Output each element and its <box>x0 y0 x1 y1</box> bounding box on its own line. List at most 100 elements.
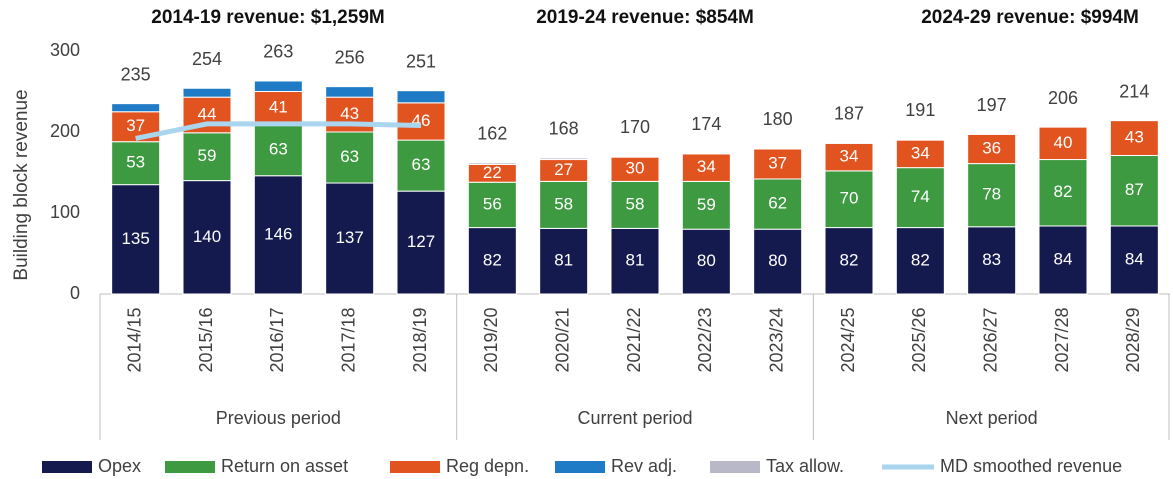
total-label: 168 <box>549 119 579 139</box>
total-label: 162 <box>477 124 507 144</box>
bar-segment <box>253 91 303 126</box>
y-tick-label: 200 <box>50 121 80 141</box>
bar-segment <box>681 153 731 182</box>
bar-segment <box>967 133 1017 165</box>
bar-segment <box>325 131 375 184</box>
bar-segment <box>467 162 517 165</box>
period-title: 2014-19 revenue: $1,259M <box>151 7 384 28</box>
bar-segment <box>182 132 232 182</box>
segment-label: 146 <box>264 224 292 243</box>
x-tick-label: 2026/27 <box>980 307 1000 372</box>
segment-label: 82 <box>1054 182 1073 201</box>
bar-segment <box>467 181 517 229</box>
segment-label: 44 <box>198 104 217 123</box>
bar-segment <box>396 90 446 104</box>
segment-label: 84 <box>1125 249 1144 268</box>
bar-segment <box>253 124 303 177</box>
bar-segment <box>895 139 945 169</box>
segment-label: 82 <box>483 250 502 269</box>
x-tick-label: 2024/25 <box>838 307 858 372</box>
bar-segment <box>895 167 945 229</box>
bar-segment <box>895 227 945 295</box>
segment-label: 63 <box>412 155 431 174</box>
segment-label: 53 <box>126 153 145 172</box>
bar-segment <box>753 147 803 150</box>
bar-segment <box>681 180 731 230</box>
bar-segment <box>396 139 446 192</box>
total-label: 187 <box>834 103 864 123</box>
x-tick-label: 2023/24 <box>766 307 786 372</box>
x-tick-label: 2017/18 <box>338 307 358 372</box>
bar-segment <box>753 178 803 230</box>
segment-label: 81 <box>554 251 573 270</box>
segment-label: 58 <box>554 194 573 213</box>
y-axis-label: Building block revenue <box>11 89 32 280</box>
group-label: Next period <box>946 408 1038 428</box>
segment-label: 30 <box>626 159 645 178</box>
segment-label: 80 <box>697 251 716 270</box>
legend-label: Tax allow. <box>766 456 844 476</box>
segment-label: 56 <box>483 194 502 213</box>
total-label: 254 <box>192 49 222 69</box>
x-tick-label: 2016/17 <box>267 307 287 372</box>
total-label: 235 <box>121 64 151 84</box>
segment-label: 36 <box>982 138 1001 157</box>
segment-label: 41 <box>269 98 288 117</box>
x-tick-label: 2020/21 <box>552 307 572 372</box>
bar-segment <box>610 156 660 182</box>
bar-segment <box>325 86 375 98</box>
legend-label: Rev adj. <box>611 456 677 476</box>
segment-label: 80 <box>768 251 787 270</box>
segment-label: 34 <box>697 157 716 176</box>
total-label: 197 <box>977 95 1007 115</box>
total-label: 263 <box>263 42 293 62</box>
legend-swatch <box>390 461 440 473</box>
segment-label: 78 <box>982 185 1001 204</box>
total-label: 191 <box>905 100 935 120</box>
segment-label: 22 <box>483 163 502 182</box>
segment-label: 70 <box>840 189 859 208</box>
bar-segment <box>967 163 1017 228</box>
y-tick-label: 300 <box>50 40 80 60</box>
legend-swatch <box>710 461 760 473</box>
segment-label: 62 <box>768 194 787 213</box>
x-tick-label: 2014/15 <box>124 307 144 372</box>
bar-segment <box>182 180 232 295</box>
bar-segment <box>111 141 161 186</box>
bar-segment <box>753 148 803 180</box>
bar-segment <box>1109 120 1159 156</box>
bar-segment <box>539 227 589 295</box>
bar-segment <box>610 155 660 158</box>
bar-segment <box>681 228 731 295</box>
bar-segment <box>1038 225 1088 295</box>
segment-label: 40 <box>1054 133 1073 152</box>
total-label: 251 <box>406 51 436 71</box>
total-label: 174 <box>691 114 721 134</box>
segment-label: 27 <box>554 160 573 179</box>
bar-segment <box>253 80 303 93</box>
segment-label: 43 <box>340 104 359 123</box>
segment-label: 63 <box>269 140 288 159</box>
legend-swatch <box>42 461 92 473</box>
segment-label: 59 <box>697 195 716 214</box>
total-label: 256 <box>335 47 365 67</box>
bar-segment <box>681 152 731 155</box>
bar-segment <box>396 102 446 141</box>
legend-swatch <box>165 461 215 473</box>
bar-segment <box>396 190 446 295</box>
segment-label: 127 <box>407 232 435 251</box>
legend-label: Opex <box>98 456 141 476</box>
x-tick-label: 2022/23 <box>695 307 715 372</box>
period-title: 2019-24 revenue: $854M <box>536 7 754 28</box>
segment-label: 82 <box>911 250 930 269</box>
x-tick-label: 2019/20 <box>481 307 501 372</box>
bar-segment <box>253 175 303 295</box>
x-tick-label: 2027/28 <box>1052 307 1072 372</box>
bar-segment <box>824 170 874 229</box>
y-tick-label: 100 <box>50 202 80 222</box>
legend-label: MD smoothed revenue <box>940 456 1122 476</box>
segment-label: 63 <box>340 147 359 166</box>
group-label: Current period <box>577 408 692 428</box>
segment-label: 74 <box>911 187 930 206</box>
bar-segment <box>610 180 660 229</box>
